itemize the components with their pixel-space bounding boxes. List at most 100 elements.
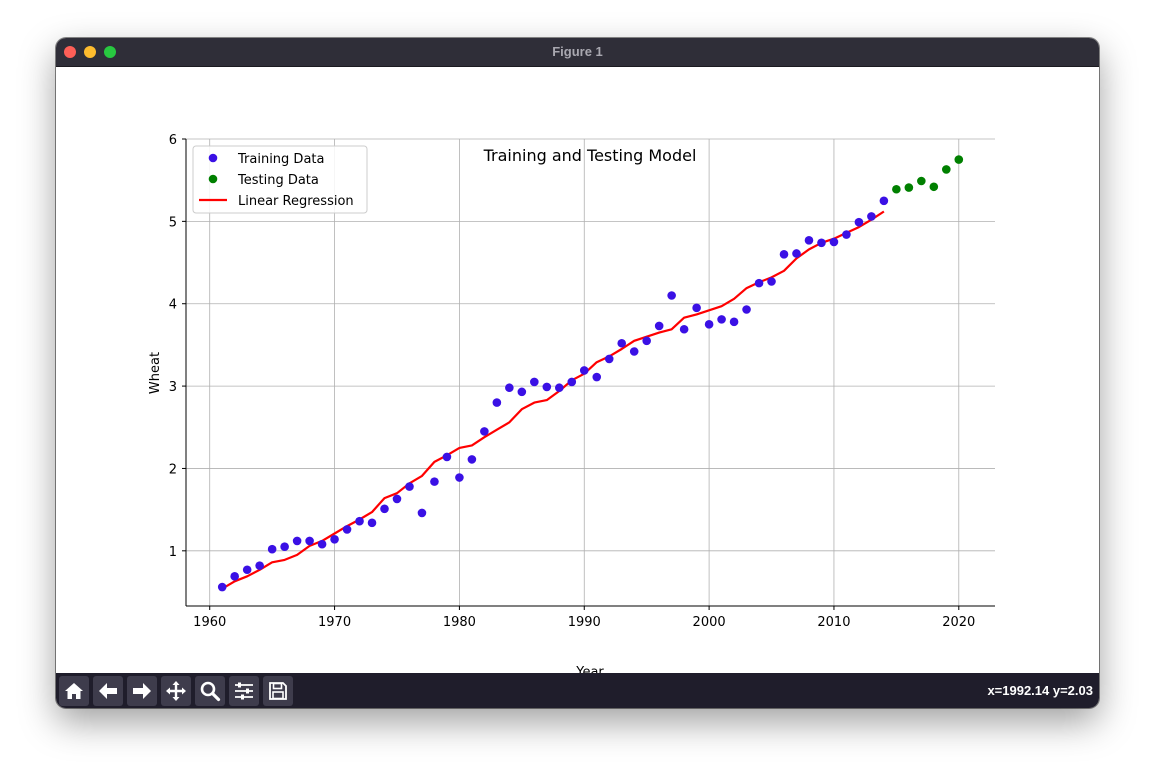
y-tick-label: 5 <box>169 215 177 230</box>
training-data-point <box>554 383 564 393</box>
legend-label: Training Data <box>237 152 324 167</box>
zoom-icon <box>200 681 221 702</box>
testing-data-point <box>929 182 939 192</box>
training-data-point <box>592 372 602 382</box>
x-tick-label: 2020 <box>942 615 975 630</box>
x-tick-label: 1960 <box>193 615 226 630</box>
training-data-point <box>629 347 639 356</box>
legend: Training Data Testing Data Linear Regressi… <box>192 145 368 214</box>
figure-window: Figure 1 1960 1970 1980 1990 2000 2010 2020 1 2 3… <box>56 38 1099 708</box>
forward-arrow-icon <box>133 683 151 699</box>
regression-line <box>221 210 885 590</box>
pan-button[interactable] <box>161 676 191 706</box>
axes: 1960 1970 1980 1990 2000 2010 2020 1 2 3 4 5 6 <box>169 133 995 630</box>
minimize-window-button[interactable] <box>84 46 96 58</box>
training-data-point <box>792 249 801 258</box>
back-button[interactable] <box>93 676 123 706</box>
maximize-window-button[interactable] <box>104 46 116 58</box>
navigation-toolbar: x=1992.14 y=2.03 <box>56 673 1099 708</box>
training-data-point <box>517 387 527 397</box>
training-data-point <box>829 237 839 247</box>
save-icon <box>269 682 287 700</box>
home-button[interactable] <box>59 676 89 706</box>
close-window-button[interactable] <box>64 46 76 58</box>
y-tick-label: 3 <box>169 380 177 395</box>
training-data-point <box>804 236 814 245</box>
training-data-point <box>380 504 389 514</box>
save-button[interactable] <box>263 676 293 706</box>
training-data-point <box>530 377 539 387</box>
chart-title: Training and Testing Model <box>483 146 697 165</box>
x-tick-label: 2000 <box>693 615 726 630</box>
training-data-point <box>692 303 701 313</box>
training-data-point <box>480 427 489 436</box>
x-tick-label: 1980 <box>443 615 476 630</box>
y-tick-label: 6 <box>169 133 177 148</box>
training-data-point <box>667 291 676 300</box>
training-data-point <box>817 238 826 248</box>
zoom-button[interactable] <box>195 676 225 706</box>
legend-marker <box>208 174 218 184</box>
training-data-point <box>442 452 452 462</box>
training-data-point <box>642 336 651 346</box>
forward-button[interactable] <box>127 676 157 706</box>
training-data-point <box>617 338 627 348</box>
scatter-points-layer <box>217 155 964 592</box>
training-data-point <box>654 321 664 331</box>
testing-data-point <box>942 165 951 174</box>
training-data-point <box>392 494 402 504</box>
y-tick-label: 2 <box>169 462 177 477</box>
training-data-point <box>230 572 239 581</box>
training-data-point <box>242 565 252 575</box>
training-data-point <box>367 518 377 528</box>
testing-data-point <box>917 176 926 186</box>
x-tick-label: 2010 <box>817 615 850 630</box>
training-data-point <box>342 525 352 534</box>
training-data-point <box>492 398 502 407</box>
training-data-point <box>455 473 464 482</box>
training-data-point <box>542 382 552 392</box>
training-data-point <box>854 217 864 227</box>
training-data-point <box>267 544 277 554</box>
x-tick-label: 1990 <box>568 615 601 630</box>
grid <box>186 138 995 606</box>
testing-data-point <box>904 183 914 192</box>
legend-marker <box>208 153 218 163</box>
training-data-point <box>355 516 364 526</box>
figure-canvas[interactable]: 1960 1970 1980 1990 2000 2010 2020 1 2 3 4 5 6 Train… <box>56 67 1099 680</box>
training-data-point <box>717 315 726 324</box>
x-tick-label: 1970 <box>318 615 351 630</box>
training-data-point <box>505 383 514 393</box>
training-data-point <box>430 477 439 486</box>
configure-subplots-button[interactable] <box>229 676 259 706</box>
training-data-point <box>679 324 689 334</box>
training-data-point <box>280 542 289 551</box>
regression-line-layer <box>221 210 885 590</box>
chart[interactable]: 1960 1970 1980 1990 2000 2010 2020 1 2 3 4 5 6 Train… <box>56 67 1099 680</box>
training-data-point <box>767 277 776 286</box>
training-data-point <box>417 508 427 518</box>
training-data-point <box>729 317 739 327</box>
pan-icon <box>166 681 186 701</box>
training-data-point <box>604 354 614 364</box>
training-data-point <box>305 536 314 546</box>
window-title: Figure 1 <box>552 44 603 59</box>
training-data-point <box>879 196 889 206</box>
configure-subplots-icon <box>235 682 253 700</box>
training-data-point <box>567 377 577 387</box>
legend-label: Linear Regression <box>238 194 354 209</box>
back-arrow-icon <box>99 683 117 699</box>
training-data-point <box>292 536 302 546</box>
training-data-point <box>704 320 714 329</box>
training-data-point <box>467 455 477 464</box>
y-tick-label: 4 <box>169 298 177 313</box>
legend-box <box>192 145 368 214</box>
training-data-point <box>742 305 751 314</box>
training-data-point <box>754 278 764 288</box>
testing-data-point <box>954 155 964 164</box>
training-data-point <box>317 539 327 549</box>
training-data-point <box>842 230 851 239</box>
coordinate-readout: x=1992.14 y=2.03 <box>987 683 1093 698</box>
training-data-point <box>255 561 264 570</box>
x-axis-label: Year <box>575 665 604 673</box>
